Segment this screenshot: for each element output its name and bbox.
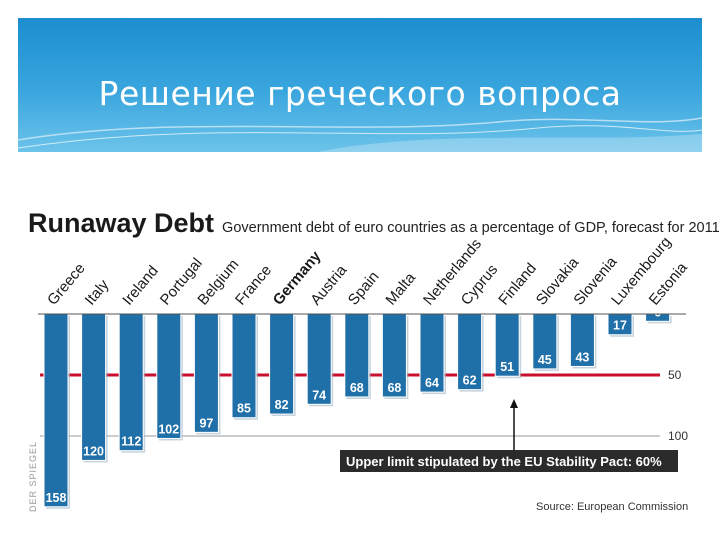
- bar-greece: [43, 313, 69, 508]
- header-wave-decoration: [18, 117, 702, 152]
- value-label-greece: 158: [46, 491, 67, 505]
- country-label-finland: Finland: [495, 260, 540, 309]
- chart-title: Runaway Debt: [28, 208, 214, 238]
- bar-belgium: [193, 313, 219, 433]
- annotation-box: [340, 450, 678, 472]
- value-label-finland: 51: [500, 360, 514, 374]
- value-label-spain: 68: [350, 381, 364, 395]
- value-label-belgium: 97: [199, 416, 213, 430]
- reference-label-50: 50: [668, 368, 682, 382]
- source-text: Source: European Commission: [536, 501, 688, 513]
- country-label-malta: Malta: [382, 269, 419, 309]
- bar-portugal: [156, 313, 182, 439]
- value-label-malta: 68: [387, 381, 401, 395]
- bar-malta: [381, 313, 407, 398]
- country-label-spain: Spain: [345, 268, 383, 308]
- value-label-estonia: 6: [654, 305, 661, 319]
- bar-austria: [306, 313, 332, 405]
- value-label-france: 85: [237, 402, 251, 416]
- bar-germany: [269, 313, 295, 415]
- value-label-austria: 74: [312, 388, 326, 402]
- bar-finland: [494, 313, 520, 377]
- value-label-netherlands: 64: [425, 376, 439, 390]
- value-label-luxembourg: 17: [613, 319, 627, 333]
- value-label-cyprus: 62: [463, 374, 477, 388]
- annotation-text: Upper limit stipulated by the EU Stabili…: [346, 454, 662, 469]
- value-label-ireland: 112: [121, 435, 141, 449]
- bar-spain: [344, 313, 370, 398]
- bar-italy: [81, 313, 107, 461]
- bar-netherlands: [419, 313, 445, 393]
- country-label-greece: Greece: [44, 260, 89, 309]
- country-label-ireland: Ireland: [119, 263, 162, 309]
- bar-cyprus: [457, 313, 483, 391]
- watermark-text: DER SPIEGEL: [28, 441, 38, 512]
- value-label-germany: 82: [275, 398, 289, 412]
- slide-header: Решение греческого вопроса: [18, 18, 702, 152]
- value-label-slovakia: 45: [538, 353, 552, 367]
- bar-slovakia: [532, 313, 558, 370]
- bar-ireland: [118, 313, 144, 452]
- value-label-italy: 120: [83, 444, 104, 458]
- annotation-group: Upper limit stipulated by the EU Stabili…: [340, 399, 678, 472]
- chart-subtitle: Government debt of euro countries as a p…: [222, 220, 720, 236]
- value-label-slovenia: 43: [575, 350, 589, 364]
- reference-label-100: 100: [668, 429, 688, 443]
- bars-group: 158 120 112 102 97 85 82 74 68 68 64 62 51 45 43 17 6: [43, 305, 672, 509]
- annotation-arrow-head: [510, 399, 518, 408]
- country-label-italy: Italy: [82, 276, 113, 308]
- bar-slovenia: [569, 313, 595, 367]
- slide-title: Решение греческого вопроса: [98, 74, 622, 113]
- value-label-portugal: 102: [158, 422, 179, 436]
